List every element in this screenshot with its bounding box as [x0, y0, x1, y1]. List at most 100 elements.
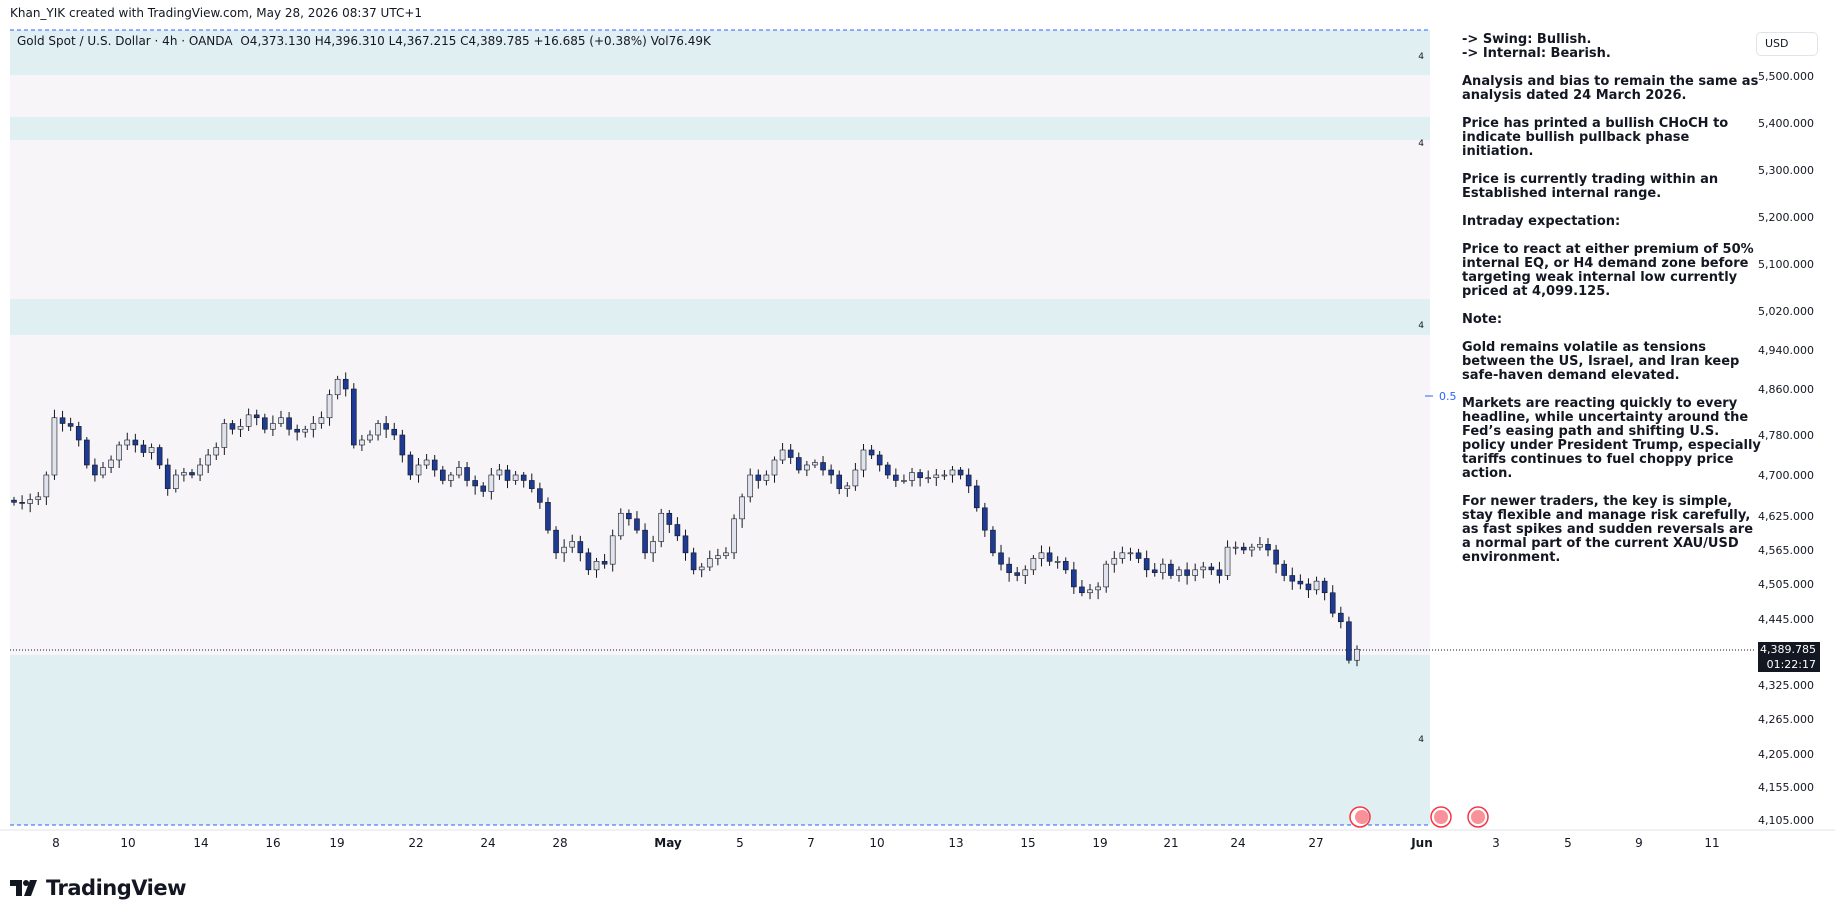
zone-label: 4	[1418, 139, 1424, 149]
candle-up	[739, 496, 745, 520]
candle-down	[439, 469, 446, 481]
candle-up	[909, 472, 915, 481]
candle-up	[35, 496, 42, 500]
candle-up	[245, 414, 252, 427]
chart-credit: Khan_YIK created with TradingView.com, M…	[10, 6, 423, 20]
price-axis[interactable]: 5,500.000 5,400.000 5,300.000 5,200.000 5,10…	[1758, 70, 1814, 827]
candle-down	[1265, 544, 1271, 551]
current-price-label: 4,389.785 01:22:17	[1758, 642, 1820, 672]
time-tick-label: 3	[1492, 836, 1500, 850]
zone-label: 4	[1418, 52, 1424, 62]
current-price-value: 4,389.785	[1760, 643, 1816, 656]
candle-down	[1329, 592, 1336, 614]
price-tick-label: 4,780.000	[1758, 429, 1814, 442]
candle-up	[100, 467, 106, 476]
price-tick-label: 4,105.000	[1758, 814, 1814, 827]
event-markers[interactable]	[1349, 806, 1489, 828]
candle-up	[326, 394, 333, 419]
price-tick-label: 4,265.000	[1758, 713, 1814, 726]
candle-up	[933, 474, 940, 479]
candle-down	[876, 454, 883, 466]
bar-countdown: 01:22:17	[1766, 658, 1816, 671]
time-tick-label: 28	[552, 836, 567, 850]
candle-down	[1216, 569, 1223, 576]
candle-up	[715, 555, 721, 559]
candle-up	[650, 541, 656, 554]
candle-up	[181, 472, 187, 476]
price-tick-label: 4,940.000	[1758, 344, 1814, 357]
time-tick-label: 7	[807, 836, 815, 850]
price-tick-label: 4,205.000	[1758, 748, 1814, 761]
candle-up	[302, 428, 309, 433]
candle-down	[577, 541, 584, 554]
candle-up	[593, 561, 600, 571]
candle-down	[342, 378, 349, 390]
price-tick-label: 5,400.000	[1758, 117, 1814, 130]
candle-down	[286, 417, 292, 430]
candle-up	[1224, 546, 1231, 576]
candle-down	[229, 423, 236, 430]
candle-down	[1321, 580, 1328, 594]
time-tick-label: 5	[736, 836, 744, 850]
candle-down	[965, 474, 972, 487]
candle-down	[164, 464, 171, 489]
price-tick-label: 5,500.000	[1758, 70, 1814, 83]
candle-up	[1119, 552, 1126, 559]
candle-down	[674, 524, 681, 537]
candle-down	[666, 512, 673, 525]
candle-down	[59, 417, 66, 424]
candle-up	[779, 449, 786, 461]
candle-down	[407, 454, 414, 476]
candle-down	[480, 485, 487, 492]
candle-down	[585, 552, 592, 571]
candle-up	[1022, 569, 1029, 576]
candle-down	[140, 444, 147, 453]
time-axis[interactable]: 8 10 14 16 19 22 24 28 May 5 7 10 13 15 19 21 24 27 Jun 3 5 9…	[52, 836, 1719, 850]
candle-down	[1151, 569, 1158, 573]
candle-up	[456, 467, 462, 476]
tradingview-logo[interactable]: TradingView	[10, 876, 186, 900]
candle-up	[763, 474, 770, 481]
candle-up	[609, 535, 616, 565]
supply-zone-2	[10, 117, 1430, 140]
candle-down	[262, 417, 268, 430]
candle-down	[1297, 580, 1304, 585]
candle-down	[1346, 621, 1352, 661]
price-tick-label: 4,565.000	[1758, 544, 1814, 557]
supply-zone-1	[10, 30, 1430, 75]
candle-up	[1111, 558, 1118, 565]
candle-up	[205, 454, 211, 466]
note-paragraph: Gold remains volatile as tensions betwee…	[1462, 340, 1740, 383]
candle-up	[448, 474, 454, 481]
candle-up	[1103, 563, 1109, 588]
candle-down	[504, 469, 511, 481]
candle-up	[1192, 569, 1198, 576]
currency-selector[interactable]: USD	[1757, 33, 1817, 55]
price-tick-label: 5,300.000	[1758, 164, 1814, 177]
us-flag-event-icon	[1471, 810, 1485, 824]
time-tick-label: 15	[1020, 836, 1035, 850]
candle-down	[836, 474, 843, 489]
time-tick-label: 10	[869, 836, 884, 850]
candle-down	[1338, 612, 1344, 623]
candle-up	[1200, 566, 1207, 571]
time-tick-label: 27	[1308, 836, 1323, 850]
note-paragraph: Analysis and bias to remain the same as …	[1462, 74, 1759, 103]
symbol-info[interactable]: Gold Spot / U.S. Dollar · 4h · OANDA O4,…	[17, 34, 711, 48]
candle-down	[973, 485, 980, 509]
candle-down	[1305, 583, 1312, 591]
candle-down	[189, 472, 195, 476]
candle-down	[528, 480, 535, 489]
candle-down	[464, 467, 470, 481]
candle-down	[1208, 566, 1215, 571]
candle-down	[553, 529, 559, 554]
candle-up	[108, 459, 114, 468]
candle-down	[755, 474, 762, 481]
candle-up	[1176, 569, 1182, 576]
time-tick-label: 10	[120, 836, 135, 850]
candle-up	[617, 512, 624, 537]
candle-down	[520, 474, 527, 481]
candle-up	[512, 474, 519, 481]
candle-up	[213, 447, 220, 456]
